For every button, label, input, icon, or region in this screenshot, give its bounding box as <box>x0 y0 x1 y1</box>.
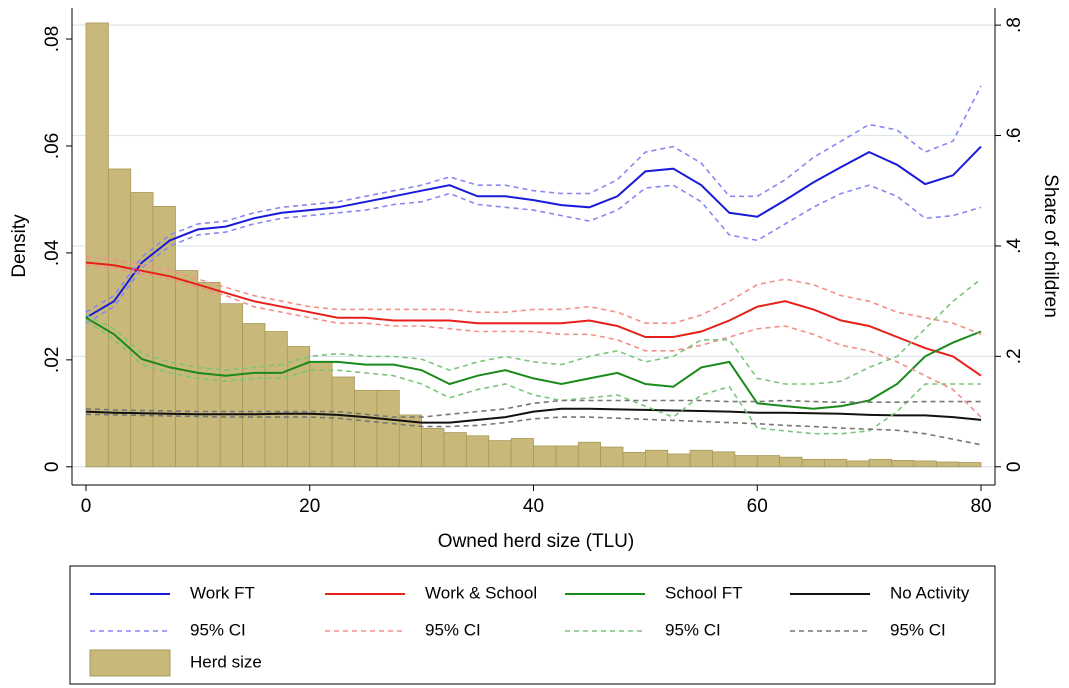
histogram-bar <box>510 438 534 468</box>
legend-swatch <box>89 649 171 677</box>
legend-label: No Activity <box>890 583 970 602</box>
series-line <box>85 407 982 424</box>
y-tick-label: .06 <box>42 133 63 159</box>
histogram-bar <box>734 455 758 468</box>
legend-label: School FT <box>665 583 742 602</box>
y-tick-label: .08 <box>42 26 63 52</box>
y-axis-label: Density <box>9 214 30 278</box>
histogram-bar <box>331 376 355 468</box>
legend-label: Work FT <box>190 583 255 602</box>
y-tick-label: .04 <box>42 239 63 266</box>
y2-axis-label: Share of children <box>1040 174 1061 318</box>
histogram-bar <box>600 446 624 468</box>
x-tick-label: 40 <box>523 496 544 517</box>
histogram-bar <box>868 458 892 468</box>
histogram-bar <box>286 346 311 468</box>
series-line <box>85 316 982 410</box>
ci-upper-line <box>85 399 981 418</box>
histogram-bar <box>846 460 870 468</box>
legend-label: Work & School <box>425 583 537 602</box>
y2-tick-label: 0 <box>1004 461 1025 472</box>
ci-lower-line <box>85 184 982 324</box>
histogram-bar <box>712 451 736 468</box>
histogram-bar <box>958 462 982 468</box>
ci-lower-line <box>85 264 982 418</box>
legend-label: Herd size <box>190 652 262 671</box>
histogram-bar <box>555 445 579 468</box>
histogram-bar <box>644 449 669 468</box>
legend-box <box>69 565 996 685</box>
histogram-bar <box>443 432 467 468</box>
histogram-bar <box>913 460 937 468</box>
y-tick-label: .02 <box>42 347 63 373</box>
histogram-bar <box>242 323 266 468</box>
y2-tick-label: .4 <box>1004 238 1025 254</box>
ci-upper-line <box>85 256 982 336</box>
legend-label: 95% CI <box>665 620 721 639</box>
histogram-bar <box>533 445 557 468</box>
x-tick-label: 20 <box>299 496 320 517</box>
histogram-bar <box>667 453 691 468</box>
histogram-bar <box>779 456 803 468</box>
legend: Work FT Work & School School FT No Activity… <box>89 583 970 677</box>
histogram-bar <box>801 458 825 468</box>
x-tick-label: 0 <box>81 496 92 517</box>
histogram-bar <box>219 303 244 468</box>
legend-label: 95% CI <box>890 620 946 639</box>
histogram-bar <box>935 461 960 468</box>
histogram-bar <box>689 449 713 468</box>
ci-lower-line <box>85 413 982 446</box>
ci-lower-line <box>85 319 981 435</box>
series-line <box>85 261 982 377</box>
histogram-bar <box>264 331 288 468</box>
histogram-bar <box>488 440 512 468</box>
legend-label: 95% CI <box>190 620 246 639</box>
x-tick-label: 80 <box>970 496 991 517</box>
histogram-bar <box>354 389 378 468</box>
histogram-bar <box>376 389 400 468</box>
histogram-bar <box>756 455 781 468</box>
histogram-bar <box>622 451 646 468</box>
x-axis-label: Owned herd size (TLU) <box>438 531 634 552</box>
histogram-bar <box>577 441 602 468</box>
histogram-bar <box>130 192 154 468</box>
ci-upper-line <box>85 85 982 313</box>
y-tick-label: 0 <box>42 462 63 473</box>
histogram-bar <box>465 435 490 468</box>
ci-upper-line <box>85 278 982 385</box>
histogram-bar <box>421 427 445 468</box>
series-line <box>85 145 982 319</box>
y2-tick-label: .6 <box>1004 128 1025 144</box>
y2-tick-label: .8 <box>1004 17 1025 33</box>
legend-label: 95% CI <box>425 620 481 639</box>
histogram-bar <box>823 458 848 468</box>
y2-tick-label: .2 <box>1004 348 1025 364</box>
histogram-bar <box>85 22 109 468</box>
histogram-bar <box>891 460 915 468</box>
histogram-bar <box>107 168 132 468</box>
x-tick-label: 60 <box>747 496 768 517</box>
